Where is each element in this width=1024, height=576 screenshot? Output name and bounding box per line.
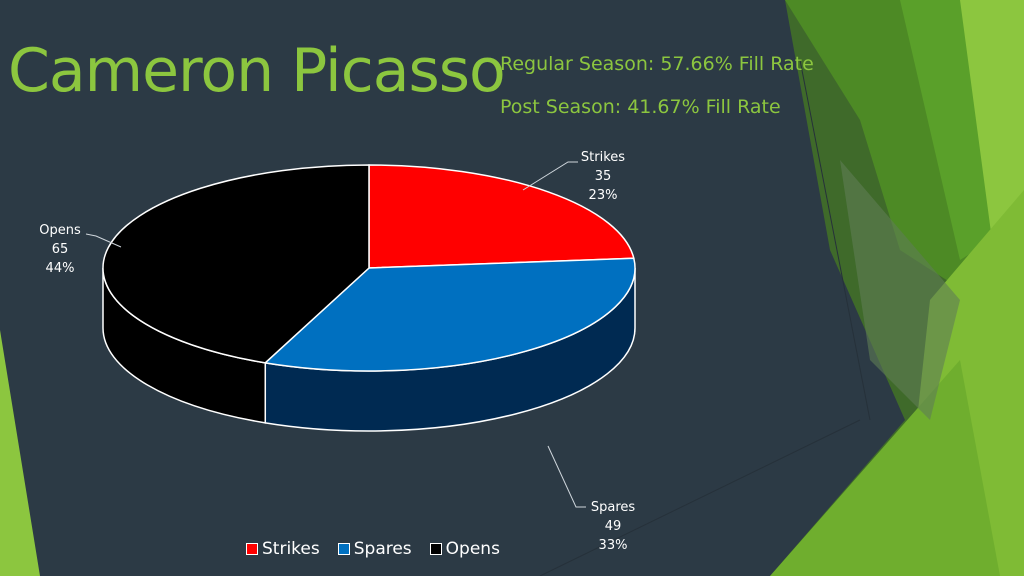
chart-legend: Strikes Spares Opens xyxy=(246,539,500,559)
legend-label-opens: Opens xyxy=(445,539,500,559)
legend-label-strikes: Strikes xyxy=(262,539,320,559)
data-label-opens-name: Opens xyxy=(39,223,81,238)
pie-slice-opens xyxy=(102,164,370,364)
pie-slice-strikes xyxy=(368,164,635,269)
data-label-spares-name: Spares xyxy=(590,500,636,515)
data-label-opens-percent: 44% xyxy=(45,261,75,276)
legend-label-spares: Spares xyxy=(353,539,412,559)
data-label-strikes: Strikes 35 23% xyxy=(578,148,628,205)
legend-item-spares: Spares xyxy=(337,539,412,559)
pie-chart xyxy=(102,164,636,432)
leader-lines xyxy=(85,161,586,508)
data-label-spares-percent: 33% xyxy=(598,538,628,553)
regular-season-fill-rate: Regular Season: 57.66% Fill Rate xyxy=(500,53,814,75)
leader-line-spares xyxy=(547,445,586,508)
data-label-strikes-value: 35 xyxy=(594,169,612,184)
pie-slice-spares xyxy=(263,257,636,372)
data-label-spares: Spares 49 33% xyxy=(588,498,638,555)
data-label-strikes-name: Strikes xyxy=(580,150,626,165)
leader-line-strikes xyxy=(522,161,578,191)
page-title: Cameron Picasso xyxy=(8,36,506,106)
data-label-opens-value: 65 xyxy=(51,242,69,257)
legend-item-strikes: Strikes xyxy=(246,539,320,559)
post-season-fill-rate: Post Season: 41.67% Fill Rate xyxy=(500,96,781,118)
legend-swatch-strikes xyxy=(246,543,258,555)
leader-line-opens xyxy=(85,233,122,248)
data-label-spares-value: 49 xyxy=(604,519,622,534)
legend-swatch-opens xyxy=(429,543,442,555)
legend-item-opens: Opens xyxy=(429,539,500,559)
data-label-strikes-percent: 23% xyxy=(588,188,618,203)
data-label-opens: Opens 65 44% xyxy=(36,221,84,278)
legend-swatch-spares xyxy=(337,543,350,555)
